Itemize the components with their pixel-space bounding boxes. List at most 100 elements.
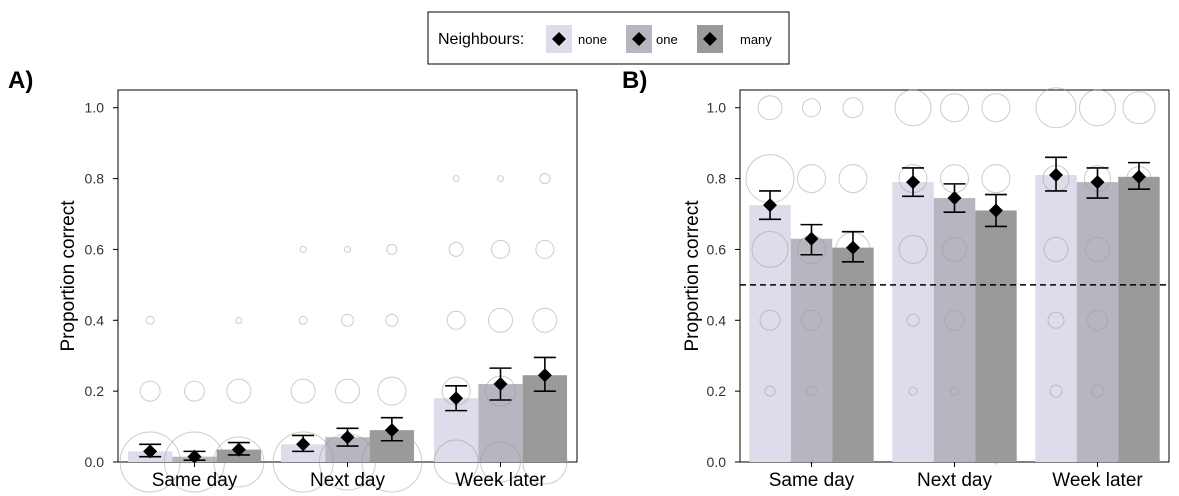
response-bubble bbox=[908, 386, 918, 396]
response-bubble bbox=[940, 93, 969, 123]
response-bubble bbox=[290, 378, 316, 404]
response-bubble bbox=[491, 239, 510, 259]
response-bubble bbox=[944, 309, 965, 331]
mean-marker bbox=[1090, 175, 1105, 190]
y-tick-label: 0.6 bbox=[707, 241, 727, 257]
legend: Neighbours: none one many bbox=[427, 11, 790, 65]
x-tick-label: Same day bbox=[152, 470, 238, 491]
response-bubble bbox=[119, 431, 181, 493]
response-bubble bbox=[898, 234, 928, 264]
y-tick-label: 0.8 bbox=[707, 171, 727, 187]
response-bubble bbox=[1133, 314, 1145, 326]
response-bubble bbox=[235, 316, 243, 324]
response-bubble bbox=[978, 231, 1014, 267]
response-bubble bbox=[522, 439, 568, 485]
panel-b: B) 0.0 0.2 0.4 0.6 0.8 1.0 Proportion correct Sa… bbox=[622, 67, 1170, 491]
mean-marker bbox=[537, 368, 552, 383]
response-bubble bbox=[1087, 309, 1108, 331]
panel-label: B) bbox=[622, 67, 647, 94]
response-bubble bbox=[987, 311, 1005, 329]
response-bubble bbox=[299, 245, 307, 253]
x-tick-label: Week later bbox=[1052, 470, 1143, 491]
response-bubble bbox=[906, 313, 920, 327]
response-bubble bbox=[1043, 236, 1069, 262]
response-bubble bbox=[764, 385, 776, 397]
y-axis-label: Proportion correct bbox=[682, 200, 703, 352]
x-tick-label: Week later bbox=[455, 470, 546, 491]
bar-next-day-many bbox=[975, 210, 1017, 462]
response-bubble bbox=[757, 95, 783, 121]
response-bubble bbox=[942, 236, 967, 262]
mean-marker bbox=[493, 377, 508, 392]
response-bubble bbox=[488, 307, 513, 333]
response-bubble bbox=[981, 164, 1011, 194]
y-tick-label: 0.8 bbox=[85, 171, 105, 187]
response-bubble bbox=[751, 230, 789, 268]
response-bubble bbox=[845, 383, 861, 399]
mean-marker bbox=[187, 449, 202, 464]
y-tick-label: 0.6 bbox=[85, 241, 105, 257]
response-bubble bbox=[164, 431, 225, 493]
response-bubble bbox=[213, 436, 265, 488]
mean-marker bbox=[296, 437, 311, 452]
response-bubble bbox=[1035, 87, 1077, 129]
response-bubble bbox=[1049, 384, 1063, 398]
response-bubble bbox=[497, 175, 504, 183]
response-bubble bbox=[1122, 91, 1156, 125]
legend-label-many: many bbox=[740, 32, 772, 47]
response-bubble bbox=[139, 380, 161, 402]
response-bubble bbox=[842, 97, 864, 119]
x-tick-label: Same day bbox=[769, 470, 855, 491]
y-tick-label: 0.2 bbox=[85, 383, 105, 399]
response-bubble bbox=[539, 173, 551, 185]
bar-week-later-one bbox=[1076, 182, 1119, 462]
y-tick-label: 1.0 bbox=[707, 100, 727, 116]
y-tick-label: 0.4 bbox=[707, 312, 727, 328]
mean-marker bbox=[1049, 168, 1064, 183]
bar-same-day-one bbox=[790, 238, 833, 462]
bar-week-later-none bbox=[1035, 175, 1077, 462]
response-bubble bbox=[986, 381, 1006, 401]
response-bubble bbox=[532, 307, 558, 333]
legend-marker-one bbox=[632, 32, 646, 46]
mean-marker bbox=[340, 430, 355, 445]
response-bubble bbox=[298, 315, 308, 325]
response-bubble bbox=[145, 315, 155, 325]
legend-title: Neighbours: bbox=[438, 31, 524, 48]
response-bubble bbox=[226, 378, 252, 404]
mean-marker bbox=[845, 240, 860, 255]
legend-marker-none bbox=[552, 32, 566, 46]
bar-week-later-many bbox=[1118, 176, 1160, 463]
bar-same-day-many bbox=[832, 247, 874, 462]
legend-box bbox=[427, 11, 790, 65]
response-bubble bbox=[806, 385, 817, 397]
mean-marker bbox=[947, 191, 962, 206]
response-bubble bbox=[433, 439, 479, 485]
mean-marker bbox=[143, 444, 158, 459]
response-bubble bbox=[802, 98, 821, 118]
mean-marker bbox=[804, 231, 819, 246]
y-tick-label: 0.0 bbox=[85, 454, 105, 470]
response-bubble bbox=[993, 459, 999, 465]
panel-a: A) 0.0 0.2 0.4 0.6 0.8 1.0 Proportion correct Sa… bbox=[8, 67, 578, 493]
response-bubble bbox=[535, 239, 555, 259]
mean-marker bbox=[384, 423, 399, 438]
response-bubble bbox=[452, 175, 460, 183]
mean-marker bbox=[231, 442, 246, 457]
response-bubble bbox=[759, 309, 781, 331]
response-bubble bbox=[838, 164, 868, 194]
legend-label-one: one bbox=[656, 32, 678, 47]
response-bubble bbox=[950, 386, 959, 396]
y-tick-label: 0.4 bbox=[85, 312, 105, 328]
response-bubble bbox=[1079, 89, 1116, 127]
y-tick-label: 0.0 bbox=[707, 454, 727, 470]
legend-label-none: none bbox=[578, 32, 607, 47]
response-bubble bbox=[1047, 311, 1065, 329]
response-bubble bbox=[335, 378, 360, 404]
response-bubble bbox=[480, 441, 521, 483]
bar-same-day-none bbox=[749, 205, 791, 462]
bar-next-day-none bbox=[280, 444, 326, 462]
response-bubble bbox=[341, 313, 354, 327]
mean-marker bbox=[988, 203, 1003, 218]
